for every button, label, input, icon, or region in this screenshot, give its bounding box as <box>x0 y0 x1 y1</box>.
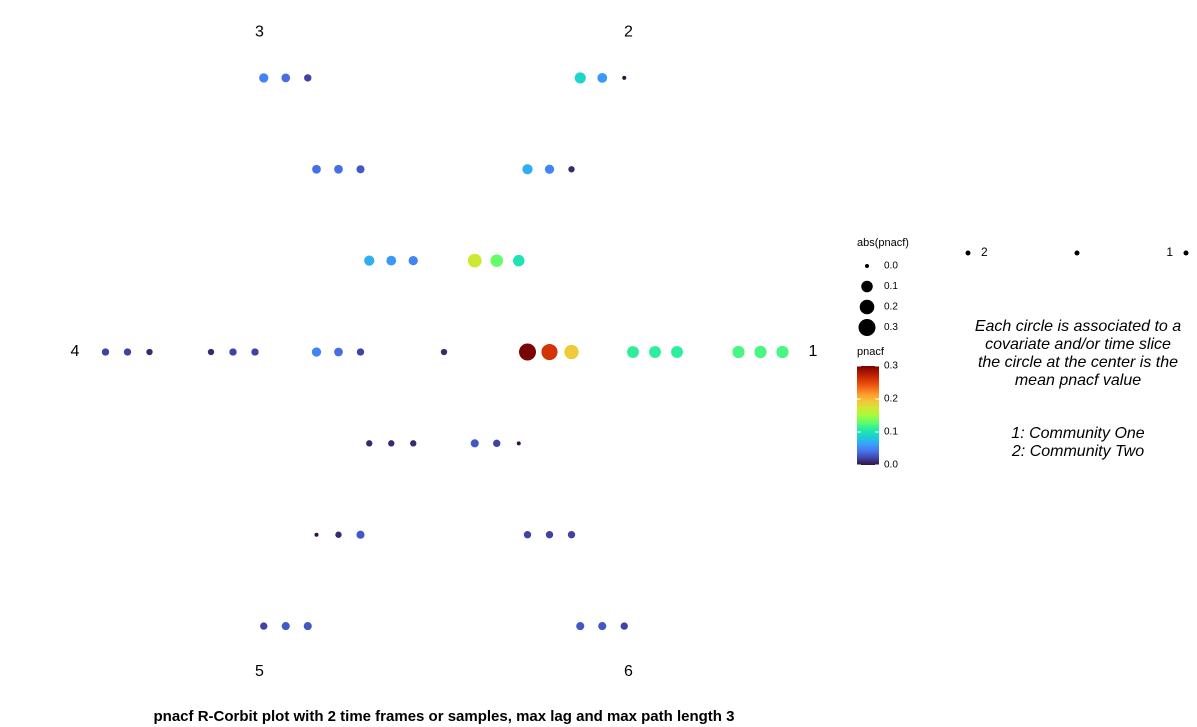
point <box>544 164 555 174</box>
size-legend-label: 0.1 <box>884 281 898 292</box>
point <box>597 72 608 83</box>
point <box>649 346 661 358</box>
point <box>259 73 269 83</box>
size-legend-key <box>858 319 876 336</box>
community-note: 2: Community Two <box>1011 443 1144 460</box>
colorbar-label: 0.0 <box>884 460 898 471</box>
point <box>545 531 554 539</box>
colorbar <box>857 366 879 465</box>
point <box>568 166 575 173</box>
point <box>410 440 417 447</box>
point <box>335 531 342 538</box>
point <box>281 622 290 631</box>
point <box>620 622 628 630</box>
arm-label: 4 <box>71 343 80 360</box>
community-dot <box>965 250 971 256</box>
community-dot <box>1074 250 1080 256</box>
point <box>386 255 397 266</box>
point <box>312 164 321 174</box>
note-line: the circle at the center is the <box>978 354 1178 371</box>
point <box>303 622 312 631</box>
point <box>622 75 627 80</box>
note-line: mean pnacf value <box>1015 372 1141 389</box>
point <box>251 348 259 356</box>
point <box>754 345 767 359</box>
arm-label: 3 <box>255 24 264 41</box>
arm-label: 2 <box>624 24 633 41</box>
point <box>776 345 789 359</box>
point <box>598 622 607 631</box>
point <box>519 343 536 361</box>
point <box>123 348 132 356</box>
point <box>490 254 504 267</box>
arm-label: 5 <box>255 663 264 680</box>
size-legend-label: 0.3 <box>884 322 898 333</box>
point <box>564 344 579 360</box>
colorbar-label: 0.2 <box>884 394 898 405</box>
point <box>334 164 343 174</box>
community-note: 1: Community One <box>1011 425 1144 442</box>
point <box>523 531 532 539</box>
community-label: 2 <box>981 245 988 259</box>
point <box>356 348 365 356</box>
point <box>493 439 501 448</box>
point <box>229 348 237 356</box>
point <box>366 440 373 447</box>
community-dot <box>1183 250 1189 256</box>
arm-label: 1 <box>809 343 818 360</box>
point <box>101 348 110 356</box>
colorbar-label: 0.1 <box>884 427 898 438</box>
point <box>356 530 365 539</box>
point <box>576 622 585 631</box>
size-legend-key <box>861 280 873 293</box>
point <box>207 348 215 356</box>
point <box>467 253 482 268</box>
point <box>334 347 343 357</box>
point <box>522 164 533 175</box>
point <box>512 254 525 267</box>
size-legend-key <box>859 299 875 315</box>
color-legend-title: pnacf <box>857 346 885 358</box>
point <box>516 441 521 446</box>
point <box>408 255 418 266</box>
point <box>314 532 319 537</box>
point <box>470 439 479 448</box>
size-legend-label: 0.0 <box>884 261 898 272</box>
size-legend-label: 0.2 <box>884 302 898 313</box>
note-line: covariate and/or time slice <box>985 336 1171 353</box>
point <box>356 165 365 174</box>
point <box>567 531 576 539</box>
chart-title: pnacf R-Corbit plot with 2 time frames o… <box>154 708 735 725</box>
point <box>388 440 395 447</box>
center-point <box>440 348 448 356</box>
point <box>311 347 322 357</box>
arm-label: 6 <box>624 663 633 680</box>
colorbar-label: 0.3 <box>884 361 898 372</box>
size-legend-title: abs(pnacf) <box>857 237 909 249</box>
point <box>627 346 639 358</box>
point <box>260 622 268 630</box>
note-line: Each circle is associated to a <box>975 318 1181 335</box>
community-label: 1 <box>1166 245 1173 259</box>
point <box>281 73 291 83</box>
point <box>574 72 586 84</box>
point <box>146 348 153 356</box>
point <box>732 345 745 359</box>
point <box>541 343 558 361</box>
point <box>304 74 312 82</box>
point <box>671 346 683 358</box>
point <box>364 255 375 266</box>
size-legend-key <box>865 264 869 268</box>
